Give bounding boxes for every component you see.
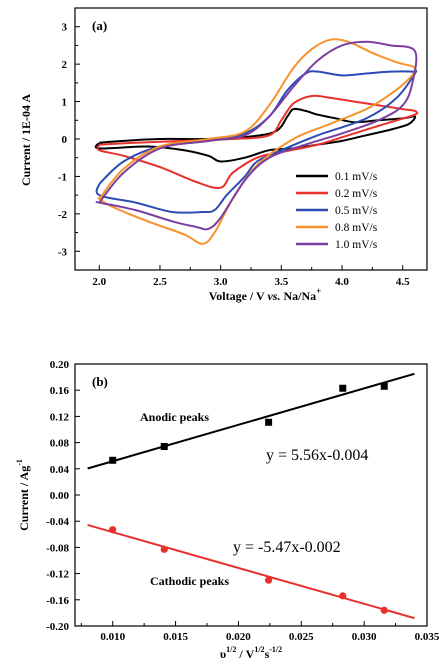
panel-b-y-tick-label: 0.00 [50, 490, 70, 502]
panel-b-x-axis-title: υ1/2 / V1/2s-1/2 [220, 645, 282, 661]
panel-b-y-tick-label: -0.08 [46, 542, 69, 554]
panel-b-y-tick-label: 0.04 [50, 464, 70, 476]
panel-b-y-tick-label: -0.04 [46, 516, 69, 528]
panel-a-label: (a) [92, 18, 107, 33]
cathodic-fit-equation: y = -5.47x-0.002 [233, 539, 341, 556]
panel-a-x-axis-title: Voltage / V vs. Na/Na+ [209, 286, 322, 303]
panel-b-x-tick-label: 0.030 [352, 631, 377, 643]
panel-a-y-tick-label: 3 [62, 22, 68, 34]
panel-b-x-sup-1: 1/2 [226, 645, 236, 654]
panel-a-x-tick-label: 4.0 [335, 276, 349, 288]
cathodic-point [160, 545, 168, 553]
panel-a-x-tick-label: 4.5 [396, 276, 410, 288]
panel-b-label: (b) [92, 374, 108, 389]
panel-a-legend: 0.1 mV/s 0.2 mV/s 0.5 mV/s 0.8 mV/s 1.0 mV/s [296, 171, 378, 251]
cathodic-point [109, 526, 117, 534]
panel-b-x-mid: / V [236, 647, 254, 661]
panel-a-x-tick-label: 2.0 [92, 276, 106, 288]
anodic-point [339, 384, 347, 392]
legend-label-1: 0.2 mV/s [335, 188, 378, 200]
panel-b-x-tick-label: 0.010 [100, 631, 125, 643]
panel-b-x-sup-2: 1/2 [254, 645, 264, 654]
legend-label-0: 0.1 mV/s [335, 171, 378, 183]
panel-b-x-tick-label: 0.025 [289, 631, 314, 643]
anodic-point [109, 456, 117, 464]
anodic-point [160, 443, 168, 451]
panel-b-y-tick-label: 0.16 [50, 385, 70, 397]
cathodic-point [380, 606, 388, 614]
panel-a-y-tick-label: -2 [58, 209, 68, 221]
anodic-point [380, 382, 388, 390]
fit-line-1 [87, 524, 415, 620]
legend-label-2: 0.5 mV/s [335, 205, 378, 217]
panel-a-x-tick-label: 3.5 [274, 276, 288, 288]
cv-curve-4 [95, 40, 418, 231]
panel-b-y-tick-label: 0.08 [50, 438, 70, 450]
anodic-fit-equation: y = 5.56x-0.004 [266, 447, 368, 464]
panel-a-y-tick-label: 0 [62, 134, 68, 146]
panel-b-x-s: s [265, 647, 270, 661]
panel-a-x-axis-title-sup: + [316, 286, 321, 296]
panel-a-y-tick-label: 2 [62, 59, 68, 71]
panel-b-x-tick-label: 0.035 [415, 631, 439, 643]
panel-b-y-axis-title: Current / Ag-1 [15, 459, 31, 531]
panel-b-y-tick-label: -0.16 [46, 595, 69, 607]
panel-b-x-tick-label: 0.020 [226, 631, 251, 643]
panel-a-x-tick-label: 2.5 [153, 276, 167, 288]
panel-b-y-tick-label: 0.12 [50, 411, 70, 423]
panel-b-x-sup-3: -1/2 [269, 645, 282, 654]
panel-a-y-tick-label: -1 [58, 171, 67, 183]
panel-a-x-axis-title-italic: vs. [267, 289, 280, 303]
cathodic-point [265, 576, 273, 584]
panel-b-y-tick-label: 0.20 [50, 359, 70, 371]
fit-line-0 [87, 372, 415, 470]
anodic-peaks-label: Anodic peaks [140, 410, 209, 424]
panel-b-peak-current-fit: 0.010 0.015 0.020 0.025 0.030 0.035 0.20 0.16 0.… [15, 359, 439, 661]
cv-curve-0 [94, 107, 417, 163]
cv-curve-3 [97, 38, 417, 245]
cv-curve-1 [96, 94, 419, 190]
panel-a-cv-curves: 2.0 2.5 3.0 3.5 4.0 4.5 3 2 1 0 -1 -2 -3 (a) 0.1 mV/… [19, 7, 428, 303]
panel-b-plot-frame [74, 363, 428, 627]
legend-label-3: 0.8 mV/s [335, 222, 378, 234]
panel-a-y-tick-label: 1 [62, 97, 68, 109]
cathodic-peaks-label: Cathodic peaks [150, 574, 229, 588]
legend-label-4: 1.0 mV/s [335, 239, 378, 251]
panel-b-y-axis-title-sup: -1 [15, 459, 24, 466]
panel-a-y-axis-title: Current / 1E-04 A [19, 94, 33, 186]
panel-a-y-tick-label: -3 [58, 246, 68, 258]
cathodic-point [339, 592, 347, 600]
panel-b-x-tick-label: 0.015 [163, 631, 188, 643]
panel-a-x-tick-label: 3.0 [214, 276, 228, 288]
panel-b-y-tick-label: -0.20 [46, 621, 69, 633]
panel-b-y-tick-label: -0.12 [46, 569, 69, 581]
anodic-point [265, 418, 273, 426]
